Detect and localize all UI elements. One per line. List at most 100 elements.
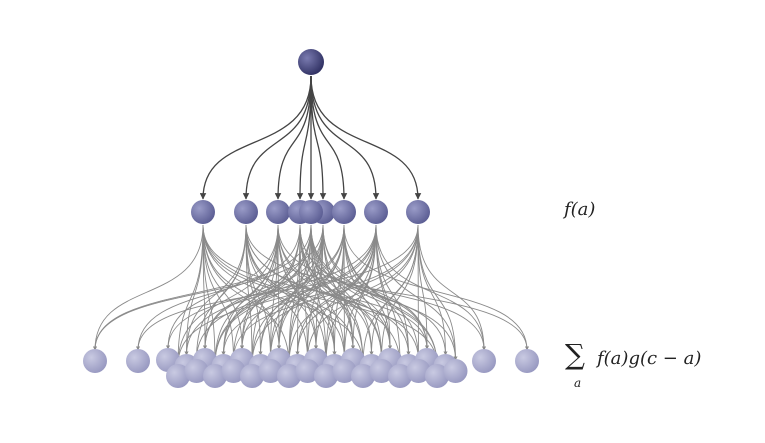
- edge-level1-to-level2: [286, 224, 324, 366]
- level1-node: [406, 200, 430, 224]
- edge-level1-to-level2: [276, 224, 324, 350]
- edge-level1-to-level2: [342, 224, 347, 361]
- level2-node: [221, 359, 246, 383]
- level2-node: [126, 349, 150, 373]
- edge-level1-to-level2: [135, 224, 419, 351]
- level2-node: [184, 359, 209, 383]
- edge-level1-to-level2: [323, 224, 345, 366]
- root-node: [298, 49, 324, 75]
- edge-level1-to-level2: [175, 224, 204, 366]
- root-node-group: [298, 49, 324, 75]
- level1-node: [332, 200, 356, 224]
- level2-node: [240, 364, 264, 388]
- edge-level1-to-level2: [202, 224, 312, 350]
- edges-level1-to-level2: [92, 224, 530, 366]
- level2-node: [166, 364, 190, 388]
- level2-node: [314, 364, 338, 388]
- edge-root-to-level1: [199, 75, 312, 200]
- level2-node: [515, 349, 539, 373]
- edge-level1-to-level2: [277, 224, 337, 356]
- level2-node: [277, 364, 301, 388]
- edge-level1-to-level2: [299, 224, 458, 361]
- edge-level1-to-level2: [245, 224, 310, 361]
- level2-node: [83, 349, 107, 373]
- edge-level1-to-level2: [239, 224, 377, 350]
- edge-level1-to-level2: [299, 224, 347, 361]
- edge-level1-to-level2: [323, 224, 377, 366]
- edge-level1-to-level2: [375, 224, 411, 356]
- level2-node: [388, 364, 412, 388]
- edge-level1-to-level2: [202, 224, 247, 350]
- sum-expression: f(a)g(c − a): [597, 348, 702, 369]
- sum-symbol: ∑: [565, 338, 585, 371]
- edge-level1-to-level2: [343, 224, 530, 351]
- edge-level1-to-level2: [286, 224, 377, 366]
- edge-level1-to-level2: [379, 224, 419, 361]
- edge-level1-to-level2: [416, 224, 421, 361]
- edge-level1-to-level2: [268, 224, 312, 361]
- level2-node: [332, 359, 357, 383]
- edges-root-to-level1: [199, 75, 422, 200]
- edge-level1-to-level2: [92, 224, 204, 351]
- level2-node: [472, 349, 496, 373]
- level2-node: [443, 359, 468, 383]
- level1-node: [299, 200, 323, 224]
- edge-level1-to-level2: [310, 224, 384, 361]
- edge-level1-to-level2: [295, 224, 419, 356]
- level2-node: [295, 359, 320, 383]
- edge-level1-to-level2: [375, 224, 458, 361]
- edge-level1-to-level2: [286, 224, 312, 366]
- edge-level1-to-level2: [202, 224, 356, 350]
- edge-level1-to-level2: [305, 224, 324, 361]
- edge-level1-to-level2: [375, 224, 487, 351]
- edge-level1-to-level2: [202, 224, 440, 366]
- level2-node: [425, 364, 449, 388]
- level2-node: [351, 364, 375, 388]
- level2-node: [258, 359, 283, 383]
- middle-level-label: f(a): [564, 199, 596, 220]
- edge-level1-to-level2: [310, 224, 329, 366]
- edge-level1-to-level2: [212, 224, 324, 366]
- edge-level1-to-level2: [212, 224, 279, 366]
- edge-root-to-level1: [242, 75, 312, 200]
- edge-level1-to-level2: [202, 224, 236, 361]
- edge-level1-to-level2: [268, 224, 345, 361]
- edge-level1-to-level2: [305, 224, 419, 361]
- edge-level1-to-level2: [245, 224, 530, 351]
- level1-node: [266, 200, 290, 224]
- level2-node: [369, 359, 394, 383]
- edge-level1-to-level2: [360, 224, 419, 366]
- edge-level1-to-level2: [202, 224, 366, 366]
- edge-level1-to-level2: [194, 224, 247, 361]
- edge-level1-to-level2: [135, 224, 301, 351]
- edge-level1-to-level2: [202, 224, 218, 366]
- edge-level1-to-level2: [417, 224, 487, 351]
- level2-node: [203, 364, 227, 388]
- level1-node: [234, 200, 258, 224]
- level2-nodes: [83, 348, 539, 388]
- edge-level1-to-level2: [221, 224, 301, 356]
- edge-level1-to-level2: [194, 224, 345, 361]
- edge-level1-to-level2: [277, 224, 487, 351]
- edge-root-to-level1: [310, 75, 380, 200]
- edge-level1-to-level2: [175, 224, 377, 366]
- edge-level1-to-level2: [175, 224, 279, 366]
- level1-node: [364, 200, 388, 224]
- level1-nodes: [191, 200, 430, 224]
- edge-level1-to-level2: [221, 224, 419, 356]
- edge-level1-to-level2: [249, 224, 377, 366]
- edge-root-to-level1: [274, 75, 312, 200]
- sum-subscript: a: [574, 376, 582, 390]
- edge-level1-to-level2: [417, 224, 458, 361]
- edge-level1-to-level2: [249, 224, 279, 366]
- edge-level1-to-level2: [310, 224, 366, 366]
- edge-level1-to-level2: [322, 224, 374, 356]
- edge-root-to-level1: [310, 75, 348, 200]
- edge-level1-to-level2: [310, 224, 440, 366]
- edge-level1-to-level2: [310, 224, 393, 350]
- level2-node: [406, 359, 431, 383]
- edge-level1-to-level2: [239, 224, 279, 350]
- edge-level1-to-level2: [343, 224, 393, 350]
- edge-root-to-level1: [310, 75, 422, 200]
